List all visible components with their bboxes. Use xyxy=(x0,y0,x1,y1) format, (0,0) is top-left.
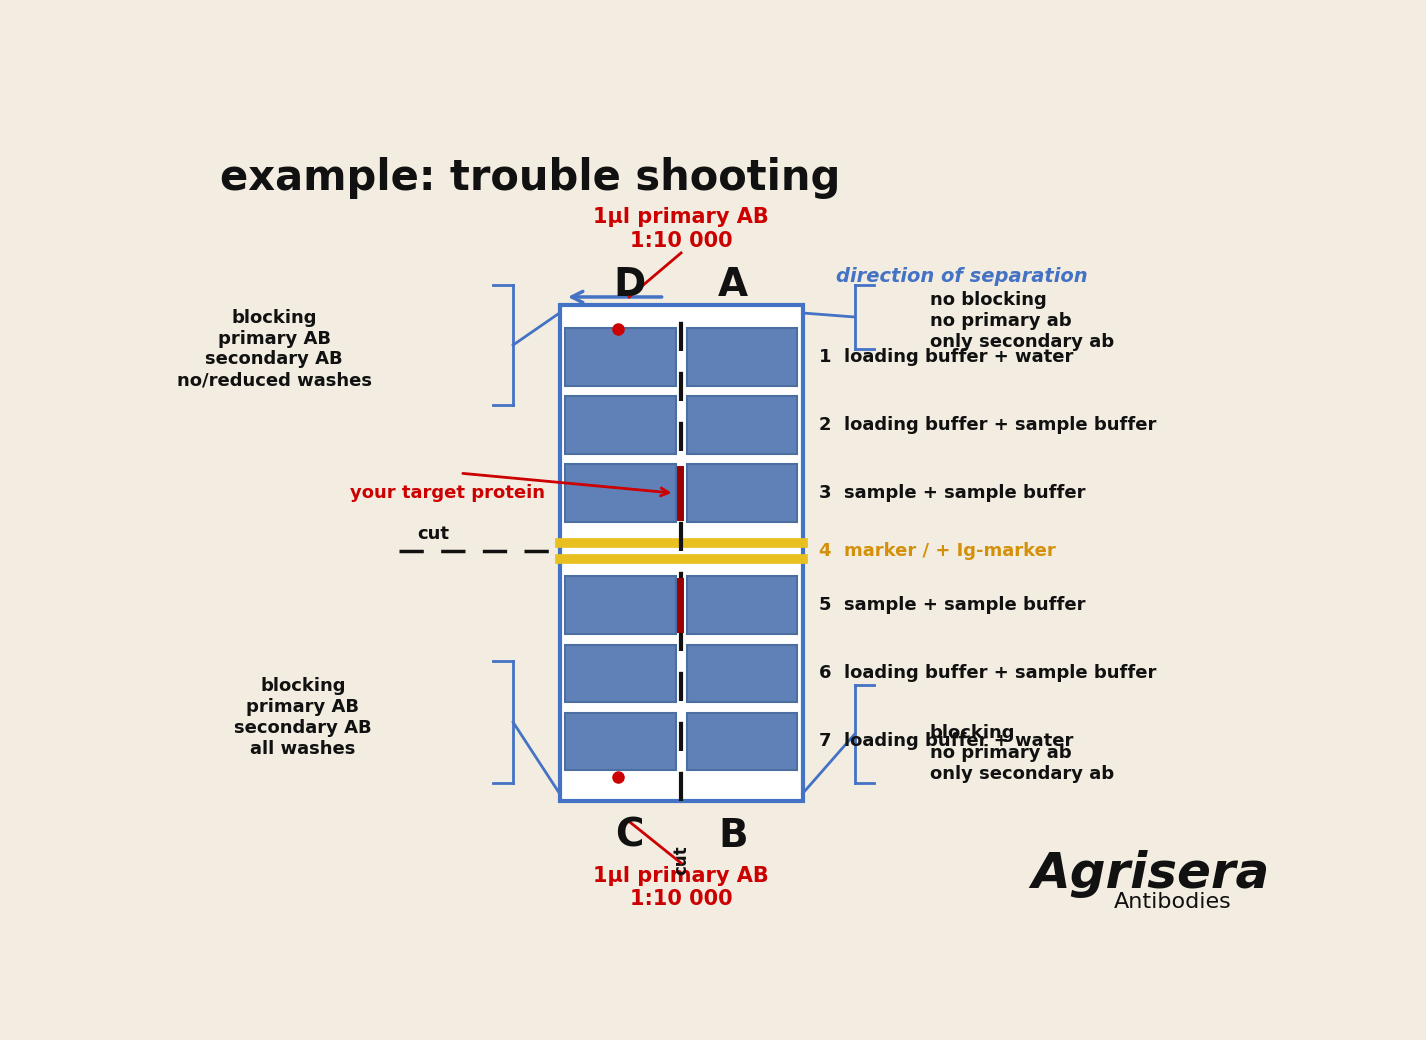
Text: 7  loading buffer + water: 7 loading buffer + water xyxy=(819,732,1074,751)
Text: D: D xyxy=(613,266,646,304)
Text: blocking
primary AB
secondary AB
no/reduced washes: blocking primary AB secondary AB no/redu… xyxy=(177,309,372,389)
Bar xyxy=(687,576,797,634)
Text: C: C xyxy=(615,816,643,855)
Text: blocking
no primary ab
only secondary ab: blocking no primary ab only secondary ab xyxy=(930,724,1114,783)
Bar xyxy=(687,396,797,453)
Bar xyxy=(565,329,676,386)
Text: 5  sample + sample buffer: 5 sample + sample buffer xyxy=(819,596,1085,615)
Bar xyxy=(565,464,676,522)
Text: 1  loading buffer + water: 1 loading buffer + water xyxy=(819,348,1074,366)
Bar xyxy=(687,464,797,522)
Bar xyxy=(687,329,797,386)
Bar xyxy=(565,712,676,771)
Text: direction of separation: direction of separation xyxy=(836,267,1088,286)
Bar xyxy=(565,645,676,702)
Text: A: A xyxy=(717,266,749,304)
Bar xyxy=(559,305,803,802)
Text: Agrisera: Agrisera xyxy=(1031,850,1271,898)
Text: 2  loading buffer + sample buffer: 2 loading buffer + sample buffer xyxy=(819,416,1156,434)
Bar xyxy=(565,576,676,634)
Text: example: trouble shooting: example: trouble shooting xyxy=(220,157,840,199)
Text: Antibodies: Antibodies xyxy=(1114,891,1232,912)
Text: no blocking
no primary ab
only secondary ab: no blocking no primary ab only secondary… xyxy=(930,291,1114,350)
Bar xyxy=(687,645,797,702)
Text: 1µl primary AB
1:10 000: 1µl primary AB 1:10 000 xyxy=(593,865,769,909)
Text: 3  sample + sample buffer: 3 sample + sample buffer xyxy=(819,485,1085,502)
Bar xyxy=(565,396,676,453)
Text: cut: cut xyxy=(672,846,690,875)
Text: your target protein: your target protein xyxy=(349,485,545,502)
Text: blocking
primary AB
secondary AB
all washes: blocking primary AB secondary AB all was… xyxy=(234,677,372,757)
Text: B: B xyxy=(719,816,747,855)
Text: 4  marker / + Ig-marker: 4 marker / + Ig-marker xyxy=(819,542,1057,560)
Text: 6  loading buffer + sample buffer: 6 loading buffer + sample buffer xyxy=(819,665,1156,682)
Text: cut: cut xyxy=(416,525,449,543)
Bar xyxy=(687,712,797,771)
Text: 1µl primary AB
1:10 000: 1µl primary AB 1:10 000 xyxy=(593,207,769,251)
